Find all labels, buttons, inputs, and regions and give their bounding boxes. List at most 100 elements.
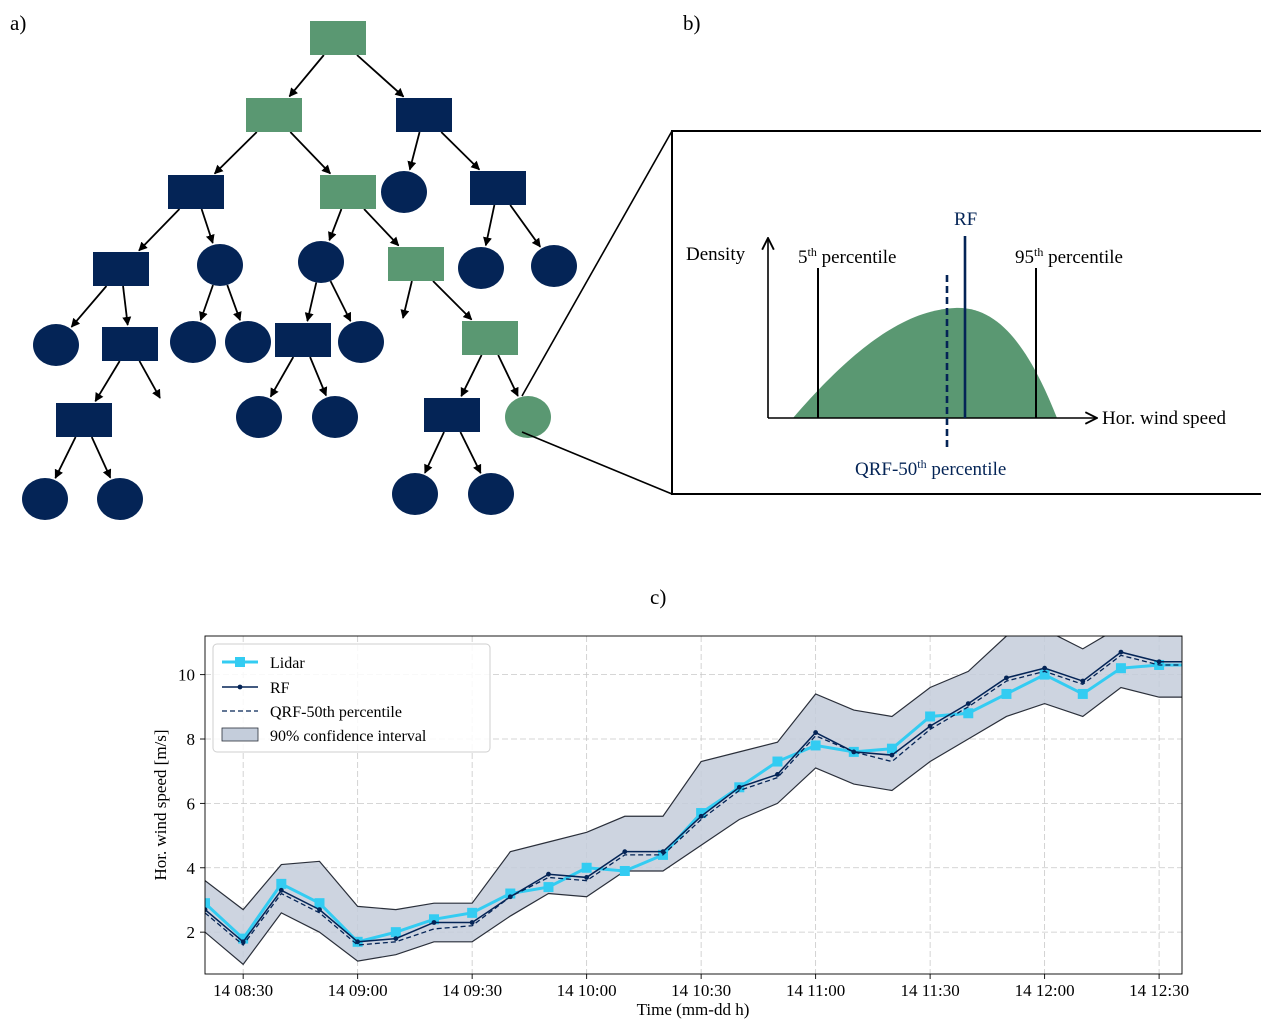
- tree-edge: [407, 131, 421, 171]
- p5-label: 5th percentile: [798, 245, 897, 268]
- tree-leaf-node: [338, 321, 384, 363]
- rf-point: [1042, 665, 1048, 671]
- tree-edge: [269, 356, 295, 398]
- x-tick-label: 14 08:30: [213, 981, 273, 1000]
- lidar-point: [543, 882, 554, 893]
- lidar-point: [1001, 688, 1012, 699]
- legend-label: QRF-50th percentile: [270, 704, 402, 721]
- rf-point: [851, 749, 857, 755]
- x-tick-label: 14 12:30: [1129, 981, 1189, 1000]
- wind-speed-label: Hor. wind speed: [1102, 408, 1227, 429]
- tree-leaf-node: [225, 321, 271, 363]
- tree-edge: [214, 131, 258, 175]
- tree-edge: [226, 284, 242, 322]
- x-axis-title: Time (mm-dd h): [637, 1000, 750, 1019]
- tree-edge: [138, 208, 181, 252]
- zoom-box: [671, 130, 1261, 495]
- y-tick-label: 8: [187, 730, 196, 749]
- lidar-point: [1039, 669, 1050, 680]
- density-label: Density: [686, 244, 746, 265]
- tree-edge: [304, 282, 318, 322]
- tree-edge: [328, 208, 343, 242]
- confidence-upper-edge: [205, 636, 1182, 911]
- rf-point: [965, 701, 971, 706]
- p95-label: 95th percentile: [1015, 245, 1123, 268]
- lidar-point: [810, 740, 821, 751]
- tree-edge: [483, 204, 496, 247]
- tree-leaf-node: [458, 247, 504, 289]
- tree-edge: [288, 54, 325, 98]
- rf-point: [205, 907, 208, 913]
- chart-series: [205, 636, 1200, 966]
- tree-edge: [90, 436, 112, 479]
- zoom-connector-top: [521, 130, 673, 397]
- lidar-point: [428, 914, 439, 925]
- confidence-band: [205, 636, 1182, 965]
- tree-edge: [440, 131, 480, 171]
- rf-point: [355, 939, 361, 945]
- tree-split-node: [168, 175, 224, 209]
- tree-edge: [70, 285, 108, 328]
- lidar-point: [276, 878, 287, 889]
- rf-point: [927, 723, 933, 729]
- rf-point: [622, 849, 628, 855]
- rf-point: [1195, 659, 1200, 664]
- tree-edge: [289, 131, 331, 175]
- tree-nodes: [22, 21, 577, 520]
- legend-band-swatch: [221, 727, 259, 742]
- lidar-point: [925, 711, 936, 722]
- y-axis-title: Hor. wind speed [m/s]: [151, 729, 170, 880]
- y-tick-label: 6: [187, 794, 196, 813]
- x-tick-label: 14 11:00: [786, 981, 845, 1000]
- tree-leaf-node: [97, 478, 143, 520]
- tree-edge: [199, 284, 214, 321]
- lidar-point: [205, 898, 210, 909]
- tree-edge: [424, 431, 445, 474]
- rf-point: [1080, 678, 1086, 684]
- tree-split-node: [462, 321, 518, 355]
- rf-point: [660, 849, 666, 855]
- tree-edge: [400, 280, 413, 319]
- lidar-point: [886, 743, 897, 754]
- rf-label: RF: [954, 209, 977, 230]
- x-tick-label: 14 10:30: [671, 981, 731, 1000]
- x-tick-label: 14 09:00: [328, 981, 388, 1000]
- rf-point: [889, 752, 895, 758]
- rf-point: [278, 887, 284, 893]
- tree-edge: [460, 354, 483, 398]
- tree-edges: [54, 54, 541, 479]
- qrf-label: QRF-50th percentile: [855, 457, 1006, 480]
- tree-edge: [122, 285, 132, 326]
- lidar-point: [314, 898, 325, 909]
- legend-label: Lidar: [270, 655, 305, 672]
- x-tick-label: 14 12:00: [1015, 981, 1075, 1000]
- tree-edge: [356, 54, 405, 98]
- plot-frame: [204, 635, 1183, 975]
- x-tick-label: 14 11:30: [900, 981, 959, 1000]
- lidar-point: [619, 865, 630, 876]
- panel-c-label: c): [650, 585, 666, 609]
- rf-point: [431, 920, 437, 925]
- chart-axes: 14 08:30 14 09:00 14 09:30 14 10:00 14 10:30…: [178, 666, 1189, 1000]
- chart-legend: Lidar RF QRF-50th percentile 90% confidence…: [212, 643, 491, 753]
- tree-edge: [329, 280, 352, 322]
- tree-split-node: [388, 247, 444, 281]
- tree-split-node: [246, 98, 302, 132]
- zoom-connector-bottom: [521, 431, 673, 495]
- rf-point: [317, 907, 322, 913]
- tree-edge: [459, 431, 482, 474]
- legend-label: RF: [270, 680, 290, 697]
- tree-leaf-node: [298, 241, 344, 283]
- tree-leaf-node: [468, 473, 514, 515]
- tree-edge: [138, 360, 161, 399]
- tree-split-node: [470, 171, 526, 205]
- lidar-point: [467, 907, 478, 918]
- y-tick-label: 4: [187, 859, 196, 878]
- lidar-point: [1115, 663, 1126, 674]
- tree-leaf-node: [170, 321, 216, 363]
- rf-point: [736, 784, 742, 790]
- rf-point: [775, 772, 780, 777]
- lidar-point: [772, 756, 783, 767]
- tree-split-node: [396, 98, 452, 132]
- tree-split-node: [93, 252, 149, 286]
